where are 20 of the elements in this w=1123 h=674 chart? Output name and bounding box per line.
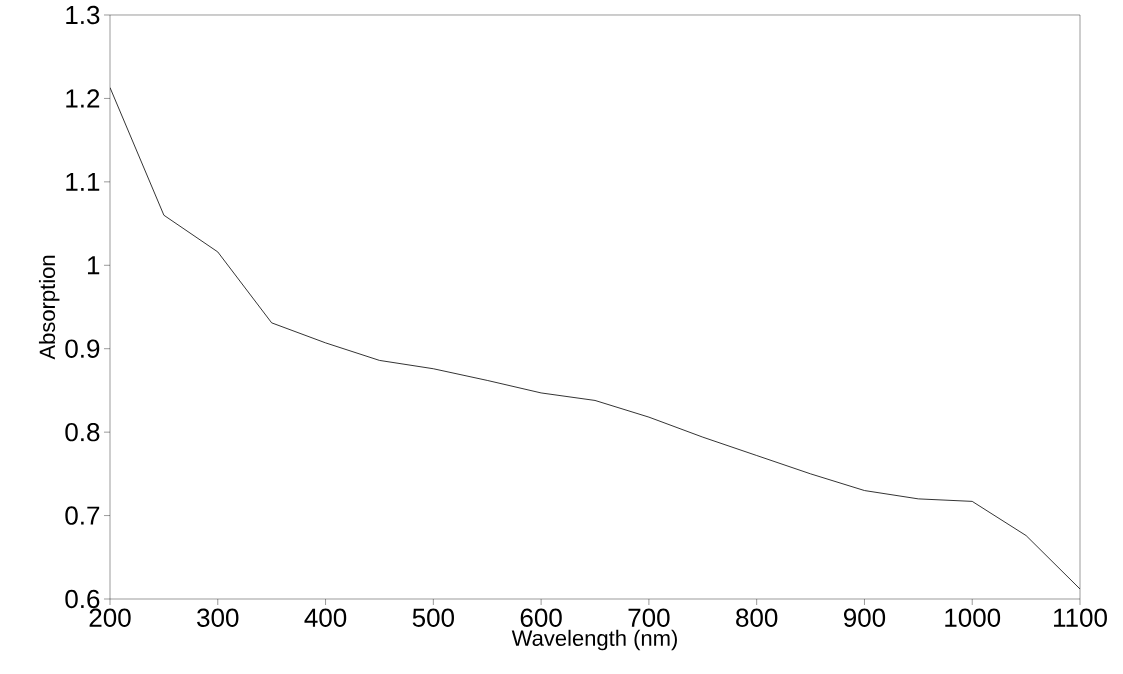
y-tick-label: 1	[87, 256, 100, 275]
y-tick-label: 1.1	[66, 172, 100, 191]
y-tick-label: 1.3	[66, 5, 100, 25]
y-tick-label: 0.7	[65, 506, 100, 525]
y-tick-label: 0.6	[65, 589, 100, 609]
x-tick-label: 1100	[1054, 608, 1107, 627]
x-tick-label: 900	[843, 608, 886, 627]
x-tick-label: 700	[628, 608, 670, 627]
x-tick-label: 600	[520, 608, 562, 627]
x-tick-label: 1000	[945, 608, 1001, 627]
x-axis-title: Wavelength (nm)	[511, 629, 677, 651]
x-tick-label: 300	[197, 608, 239, 627]
y-tick-label: 0.9	[65, 339, 100, 358]
y-tick-label: 1.2	[66, 89, 100, 108]
x-tick-label: 200	[89, 608, 131, 627]
x-tick-label: 500	[412, 608, 454, 627]
x-tick-label: 800	[736, 608, 778, 627]
x-tick-label: 400	[304, 608, 347, 627]
y-axis-title: Absorption	[38, 255, 60, 360]
y-tick-label: 0.8	[65, 422, 100, 442]
